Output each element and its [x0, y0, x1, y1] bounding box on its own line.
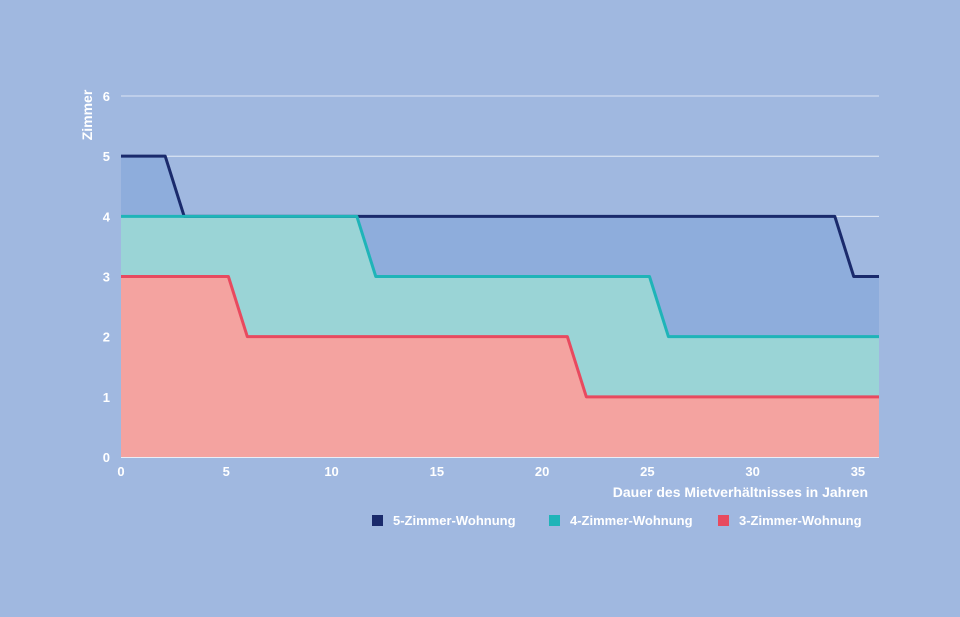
series-areas	[121, 156, 879, 457]
legend-swatch	[718, 515, 729, 526]
y-tick-label: 5	[103, 149, 110, 164]
x-tick-label: 35	[851, 464, 865, 479]
series-area-3	[121, 276, 879, 457]
x-tick-label: 20	[535, 464, 549, 479]
y-tick-label: 1	[103, 390, 110, 405]
x-tick-label: 10	[324, 464, 338, 479]
x-tick-label: 30	[745, 464, 759, 479]
series-line-2	[121, 214, 879, 339]
x-tick-label: 5	[223, 464, 230, 479]
legend-item: 4-Zimmer-Wohnung	[549, 513, 693, 528]
legend-item: 5-Zimmer-Wohnung	[372, 513, 516, 528]
x-tick-label: 25	[640, 464, 654, 479]
legend-swatch	[372, 515, 383, 526]
legend-label: 3-Zimmer-Wohnung	[739, 513, 862, 528]
series-lines	[121, 154, 879, 399]
legend: 5-Zimmer-Wohnung 4-Zimmer-Wohnung 3-Zimmer…	[372, 513, 862, 528]
legend-swatch	[549, 515, 560, 526]
x-axis-label: Dauer des Mietverhältnisses in Jahren	[613, 484, 868, 500]
x-tick-label: 15	[430, 464, 444, 479]
series-line-1	[121, 154, 879, 278]
y-tick-label: 2	[103, 330, 110, 345]
y-axis-ticks: 0 1 2 3 4 5 6	[103, 89, 111, 465]
x-axis-ticks: 0 5 10 15 20 25 30 35	[117, 464, 865, 479]
legend-label: 5-Zimmer-Wohnung	[393, 513, 516, 528]
legend-label: 4-Zimmer-Wohnung	[570, 513, 693, 528]
y-tick-label: 3	[103, 270, 110, 285]
legend-item: 3-Zimmer-Wohnung	[718, 513, 862, 528]
y-tick-label: 4	[103, 209, 111, 224]
y-tick-label: 0	[103, 450, 110, 465]
x-tick-label: 0	[117, 464, 124, 479]
series-line-3	[121, 275, 879, 399]
y-axis-label: Zimmer	[79, 89, 95, 140]
y-tick-label: 6	[103, 89, 110, 104]
